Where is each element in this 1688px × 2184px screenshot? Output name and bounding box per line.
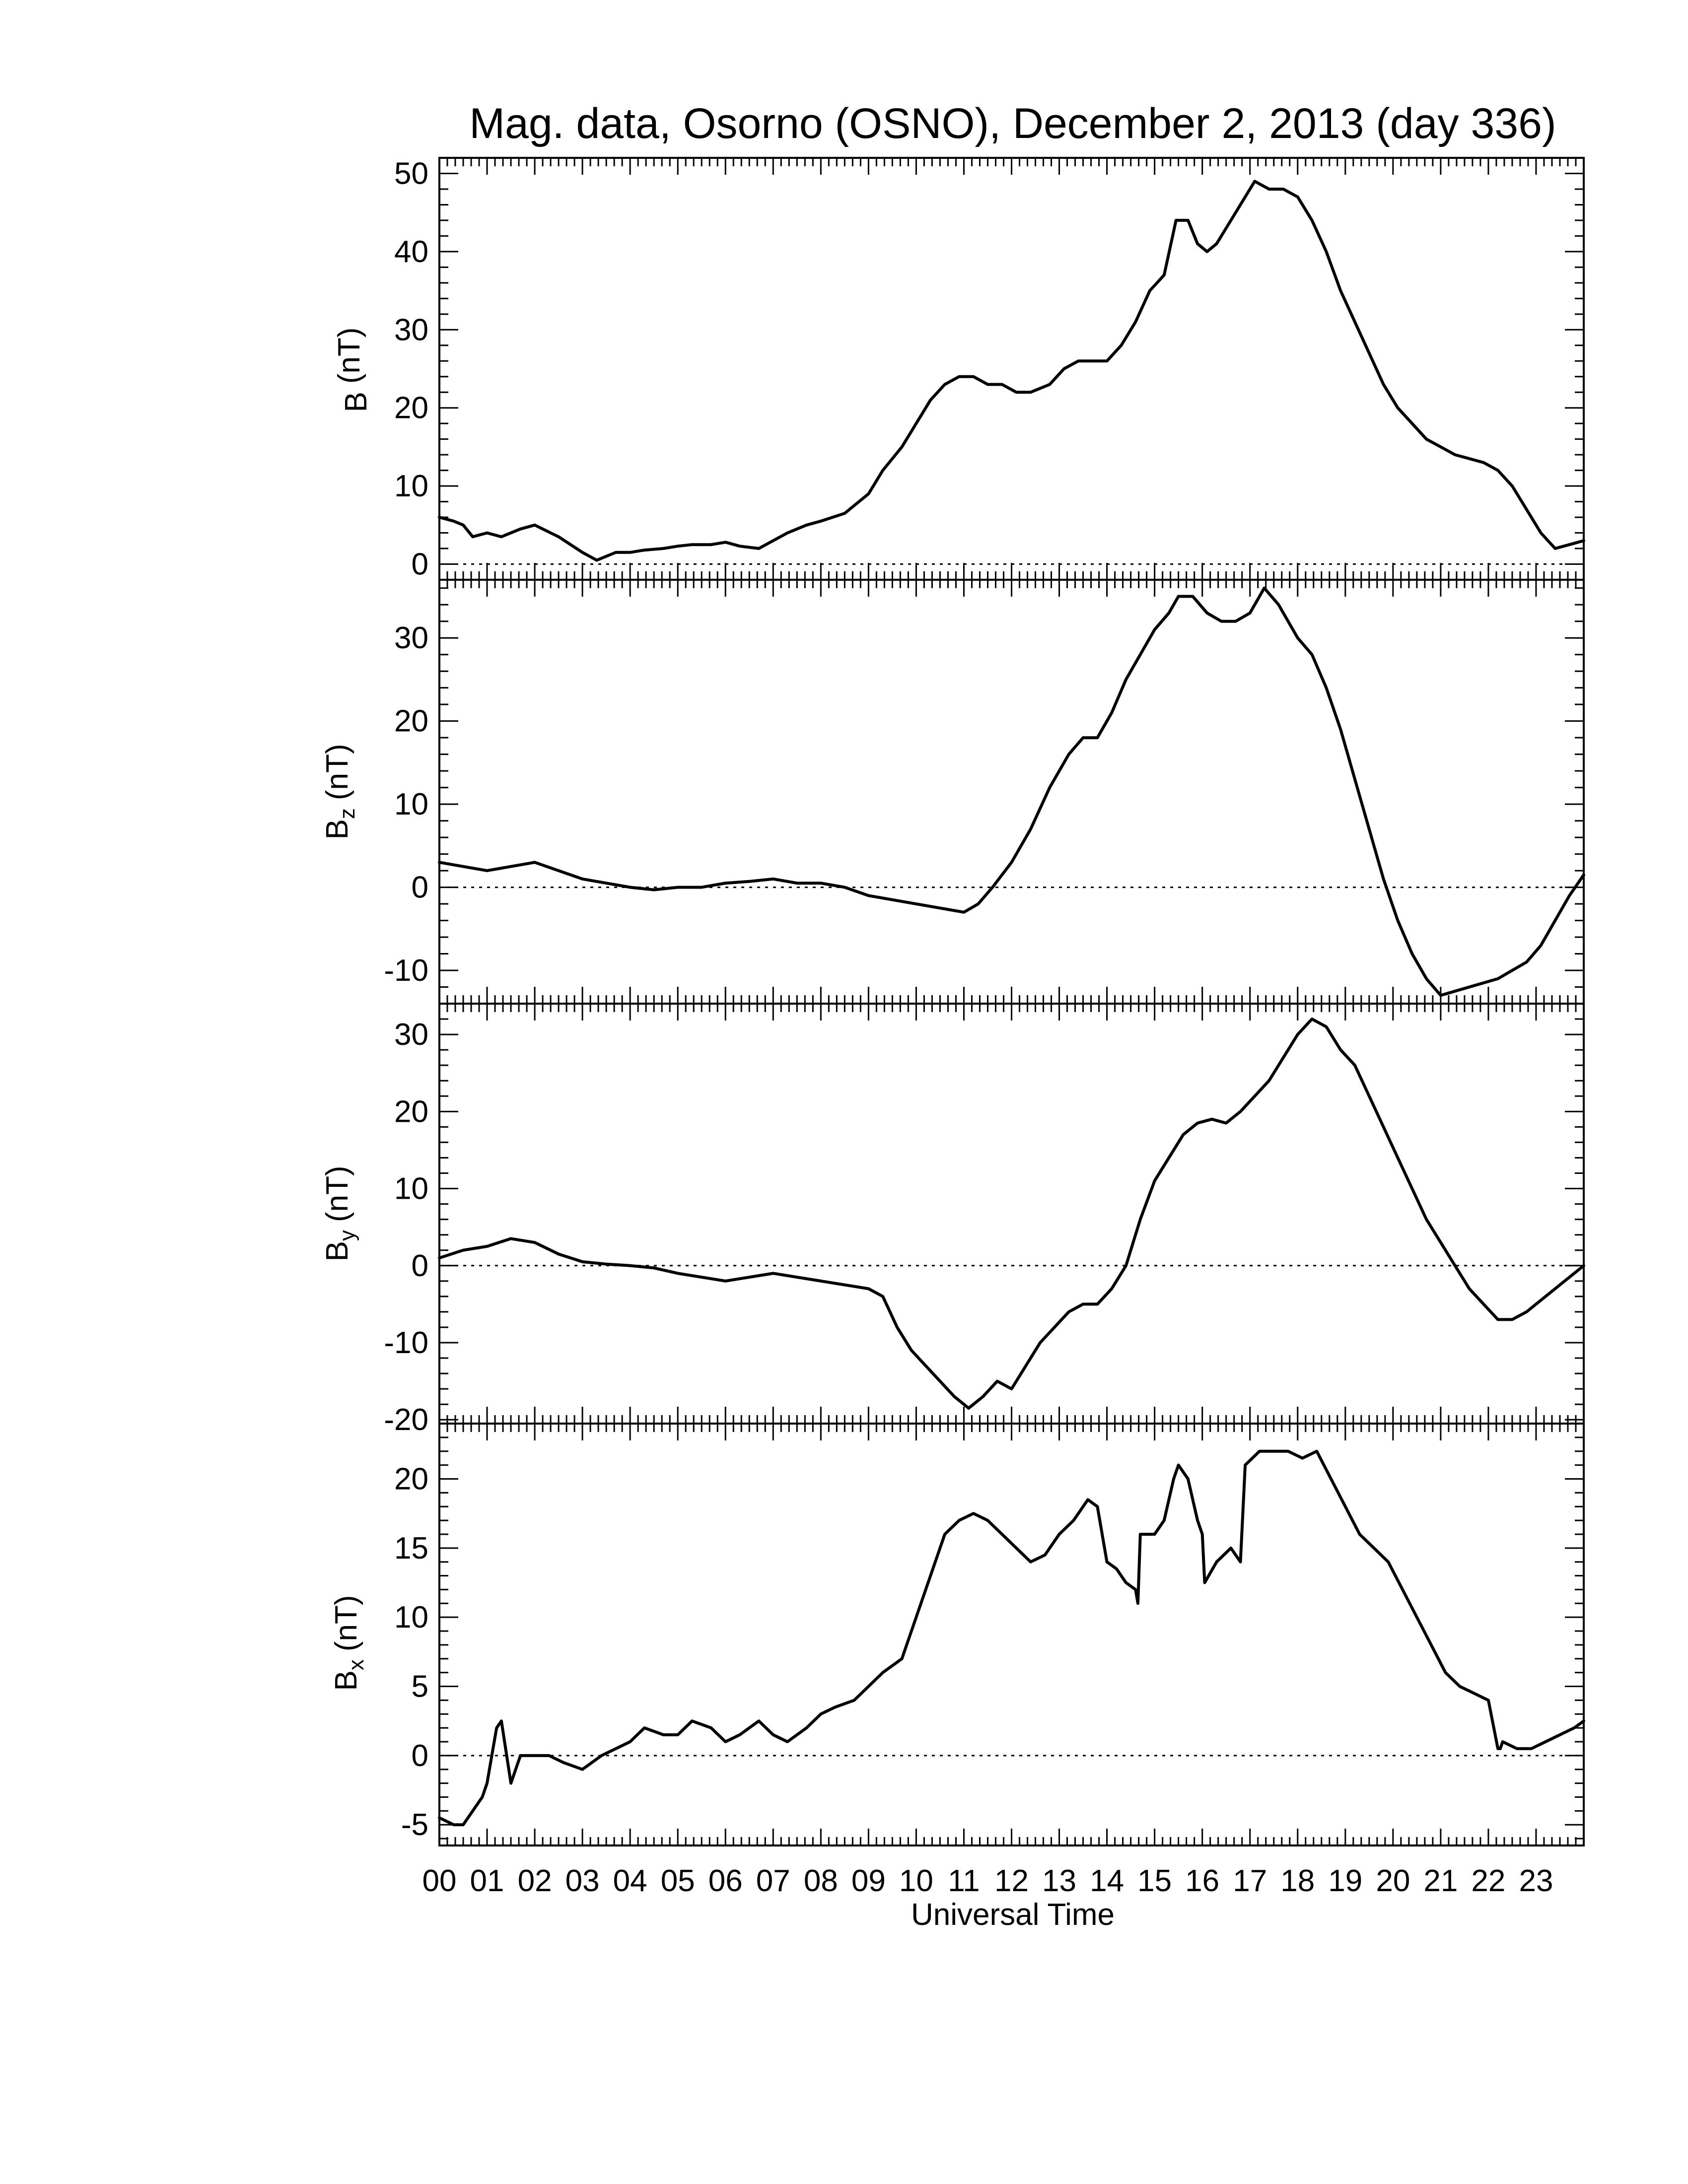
panel-by-frame [438, 1003, 1585, 1425]
x-tick-label: 03 [565, 1864, 600, 1898]
x-tick-label: 01 [470, 1864, 504, 1898]
panel-by-ytick-label: 20 [394, 1094, 428, 1129]
panel-bz-ytick-label: 30 [394, 621, 428, 655]
panel-bx-ytick-label: 20 [394, 1462, 428, 1496]
panel-by-ylabel: By(nT) [320, 1165, 359, 1261]
x-tick-label: 14 [1090, 1864, 1124, 1898]
panel-by-ytick-label: 30 [394, 1018, 428, 1052]
panel-bx-frame [438, 1423, 1585, 1846]
x-tick-label: 05 [661, 1864, 695, 1898]
x-tick-label: 23 [1519, 1864, 1553, 1898]
panel-bz-ylabel: Bz(nT) [320, 744, 359, 839]
x-tick-label: 20 [1376, 1864, 1410, 1898]
panel-bz-ytick-label: 20 [394, 704, 428, 739]
x-tick-label: 16 [1185, 1864, 1219, 1898]
panel-b-total-series-line [438, 180, 1585, 562]
panel-by-ytick-label: 0 [412, 1249, 428, 1283]
x-tick-label: 15 [1137, 1864, 1172, 1898]
panel-bz-ytick-label: 0 [412, 871, 428, 905]
x-tick-label: 10 [899, 1864, 933, 1898]
figure-title: Mag. data, Osorno (OSNO), December 2, 20… [469, 100, 1556, 147]
panel-b-total: B(nT) 0 10 20 30 40 50 [332, 156, 1585, 582]
x-tick-label: 21 [1423, 1864, 1458, 1898]
panel-b-total-ytick-label: 30 [394, 313, 428, 347]
panel-by-ytick-label: -10 [384, 1326, 428, 1360]
x-tick-label: 11 [948, 1864, 980, 1898]
panel-bz-ytick-label: -10 [384, 954, 428, 988]
x-tick-label: 18 [1280, 1864, 1315, 1898]
panel-b-total-ytick-label: 0 [412, 547, 428, 582]
panel-bz-ytick-label: 10 [394, 787, 428, 821]
x-tick-label: 09 [851, 1864, 886, 1898]
panel-by: By(nT) -20 -10 0 10 20 30 [320, 1003, 1585, 1437]
x-tick-label: 00 [422, 1864, 457, 1898]
panel-bx-ytick-label: 0 [412, 1739, 428, 1773]
panel-bx-ytick-label: 15 [394, 1531, 428, 1566]
panel-by-series-line [438, 1018, 1585, 1410]
x-tick-label: 17 [1233, 1864, 1267, 1898]
panel-b-total-ylabel: B(nT) [332, 327, 373, 412]
panel-bx-ylabel: Bx(nT) [329, 1595, 368, 1691]
panel-bx-ytick-label: 5 [412, 1670, 428, 1704]
x-tick-label: 13 [1042, 1864, 1076, 1898]
panel-b-total-ytick-label: 20 [394, 391, 428, 425]
panel-by-ytick-label: -20 [384, 1403, 428, 1437]
x-axis-label: Universal Time [911, 1898, 1115, 1932]
panel-b-total-frame [438, 157, 1585, 581]
x-tick-label: 22 [1471, 1864, 1505, 1898]
x-tick-label: 04 [613, 1864, 647, 1898]
panel-bx-ytick-label: -5 [401, 1808, 428, 1842]
panel-b-total-ytick-label: 50 [394, 156, 428, 191]
panel-bx-ytick-label: 10 [394, 1600, 428, 1635]
panel-bx-series-line [438, 1449, 1585, 1827]
panel-bz-frame [438, 579, 1585, 1005]
x-tick-label: 02 [518, 1864, 552, 1898]
panel-by-ytick-label: 10 [394, 1172, 428, 1206]
x-tick-label: 06 [708, 1864, 743, 1898]
panel-b-total-ytick-label: 40 [394, 235, 428, 269]
panel-bz: Bz(nT) -10 0 10 20 30 [320, 579, 1585, 1005]
x-tick-label: 12 [994, 1864, 1029, 1898]
x-tick-label: 07 [756, 1864, 790, 1898]
x-tick-label: 19 [1328, 1864, 1362, 1898]
panel-bz-series-line [438, 586, 1585, 997]
x-tick-label: 08 [804, 1864, 838, 1898]
panel-b-total-ytick-label: 10 [394, 469, 428, 503]
